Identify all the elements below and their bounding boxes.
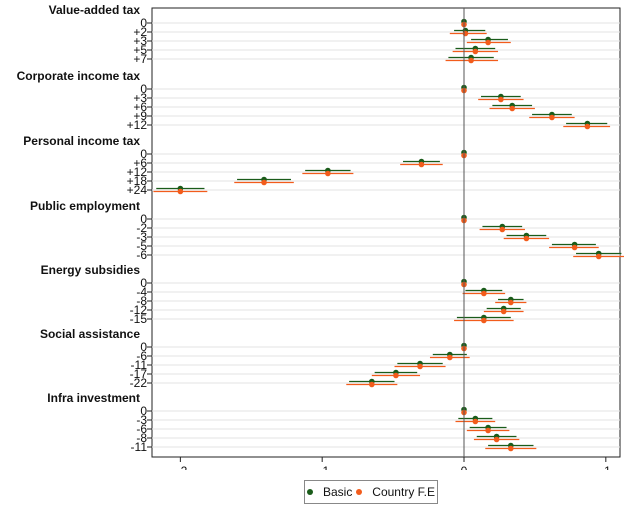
point-country-fe [481,290,487,297]
y-tick-label: -15 [130,312,148,326]
point-country-fe [468,57,474,64]
y-tick-label: 0 [140,212,147,226]
point-country-fe [508,445,514,452]
y-tick-label: -4 [136,285,147,299]
y-tick-label: +18 [127,174,148,188]
y-tick-label: +12 [127,165,148,179]
point-country-fe [595,253,602,260]
y-tick-label: 0 [140,276,147,290]
point-country-fe [508,299,514,306]
group-title: Social assistance [40,327,140,341]
y-tick-label: +2 [133,25,147,39]
y-tick-label: -8 [136,294,147,308]
plot-frame [151,7,621,458]
point-country-fe [571,244,578,251]
y-tick-label: -3 [136,230,147,244]
group-title: Infra investment [47,391,140,405]
legend-label-country-fe: Country F.E [372,485,435,499]
group-title: Corporate income tax [17,69,141,83]
y-tick-label: 0 [140,16,147,30]
y-tick-label: -5 [136,239,147,253]
point-country-fe [549,114,555,121]
y-tick-label: -6 [136,422,147,436]
point-country-fe [499,226,506,233]
y-tick-label: -6 [136,349,147,363]
legend-item-country-fe: Country F.E [356,485,435,499]
x-tick-label: -.1 [315,464,329,470]
point-country-fe [177,188,184,195]
point-country-fe [509,105,516,112]
y-tick-label: -8 [136,431,147,445]
point-country-fe [481,317,487,324]
legend-label-basic: Basic [322,485,353,499]
y-tick-label: +24 [127,183,148,197]
group-title: Energy subsidies [41,263,141,277]
y-tick-label: +6 [133,100,147,114]
point-country-fe [325,170,331,177]
point-country-fe [418,161,425,168]
x-tick-label: .1 [601,464,611,470]
y-tick-label: -12 [130,303,148,317]
y-tick-label: 0 [140,404,147,418]
y-tick-label: +7 [133,52,147,66]
y-tick-label: +12 [127,118,148,132]
y-tick-label: -3 [136,413,147,427]
x-tick-label: 0 [461,464,468,470]
legend: Basic Country F.E [304,480,438,504]
point-country-fe [417,363,423,370]
point-country-fe [523,235,530,242]
y-tick-label: +6 [133,156,147,170]
legend-marker-basic [306,489,313,495]
y-tick-label: -22 [130,376,148,390]
y-tick-label: +3 [133,91,147,105]
legend-marker-country-fe [356,489,363,495]
point-country-fe [485,39,491,46]
point-country-fe [500,308,507,315]
point-country-fe [447,354,453,361]
point-country-fe [498,96,504,103]
point-country-fe [485,427,491,434]
y-tick-label: -11 [131,440,148,454]
point-country-fe [462,30,469,37]
y-tick-label: 0 [140,82,147,96]
x-tick-label: -.2 [173,464,187,470]
y-tick-label: +9 [133,109,147,123]
group-title: Value-added tax [49,3,141,17]
y-tick-label: -2 [136,221,147,235]
point-country-fe [493,436,500,443]
point-country-fe [472,48,479,55]
y-tick-label: -17 [130,367,148,381]
y-tick-label: +5 [133,43,147,57]
point-country-fe [584,123,591,130]
group-title: Personal income tax [23,134,140,148]
legend-item-basic: Basic [306,485,353,499]
y-tick-label: -11 [131,358,148,372]
point-country-fe [261,179,267,186]
y-tick-label: 0 [140,147,147,161]
group-title: Public employment [30,199,140,213]
y-tick-label: 0 [140,340,147,354]
point-country-fe [472,418,479,425]
point-country-fe [369,381,375,388]
point-country-fe [393,372,399,379]
y-tick-label: -6 [136,248,147,262]
y-tick-label: +3 [133,34,147,48]
